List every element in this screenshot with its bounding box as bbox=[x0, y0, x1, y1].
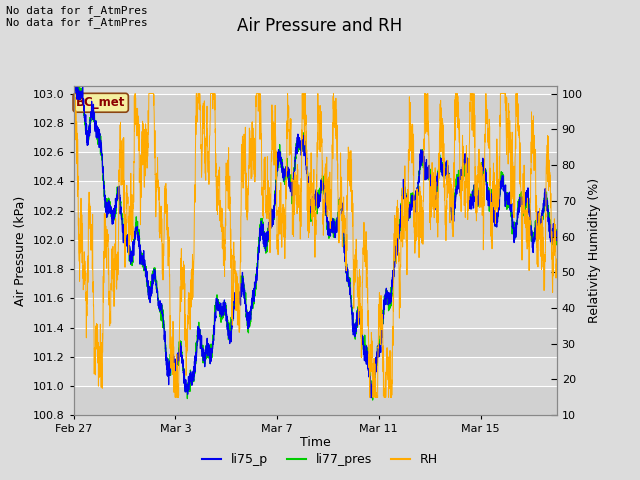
Y-axis label: Relativity Humidity (%): Relativity Humidity (%) bbox=[588, 178, 601, 324]
Bar bbox=[74, 152, 557, 181]
Legend: li75_p, li77_pres, RH: li75_p, li77_pres, RH bbox=[197, 448, 443, 471]
Text: No data for f_AtmPres: No data for f_AtmPres bbox=[6, 5, 148, 16]
Text: BC_met: BC_met bbox=[76, 96, 125, 109]
Bar bbox=[74, 94, 557, 123]
Y-axis label: Air Pressure (kPa): Air Pressure (kPa) bbox=[14, 196, 27, 306]
Text: No data for f_AtmPres: No data for f_AtmPres bbox=[6, 17, 148, 28]
Text: Air Pressure and RH: Air Pressure and RH bbox=[237, 17, 403, 35]
Bar bbox=[74, 386, 557, 415]
Bar bbox=[74, 327, 557, 357]
Bar bbox=[74, 211, 557, 240]
Bar bbox=[74, 269, 557, 298]
X-axis label: Time: Time bbox=[300, 436, 331, 449]
